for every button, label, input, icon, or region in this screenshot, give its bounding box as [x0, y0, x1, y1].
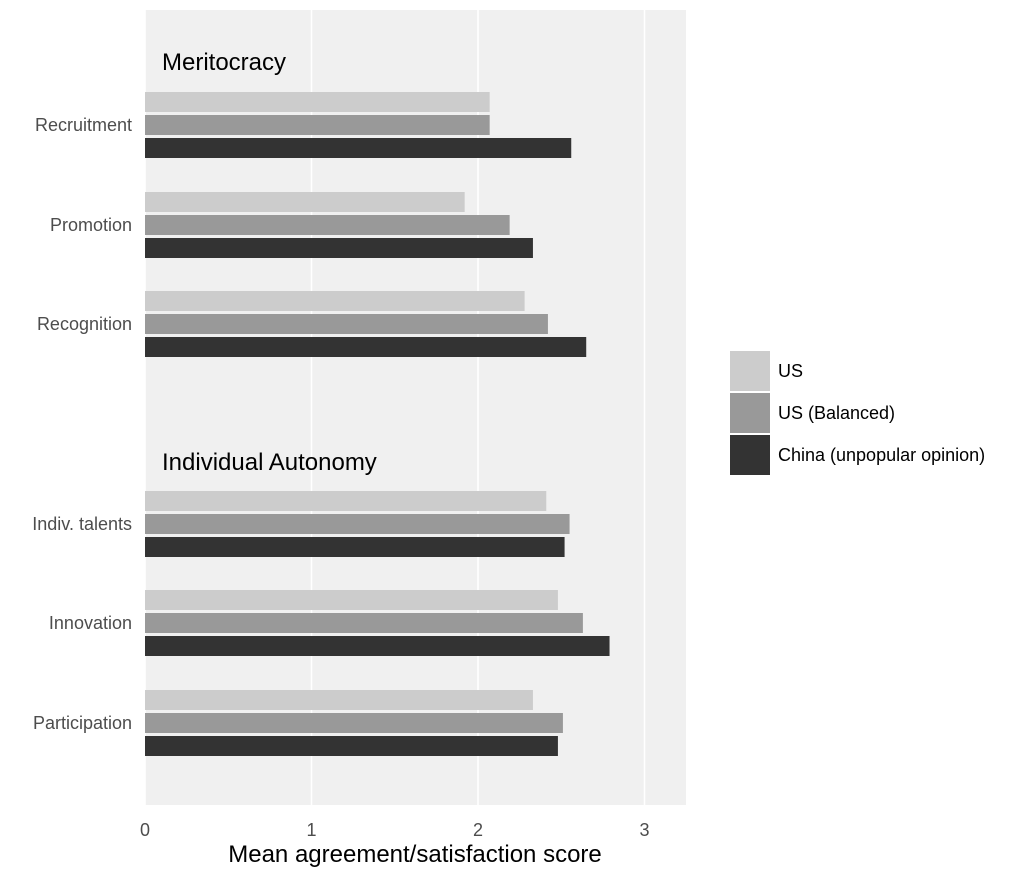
bar — [145, 690, 533, 710]
category-label: Recognition — [37, 314, 132, 334]
bar — [145, 736, 558, 756]
bar — [145, 337, 587, 357]
legend-swatch — [730, 393, 770, 433]
x-tick-label: 3 — [639, 820, 649, 840]
legend-swatch — [730, 351, 770, 391]
legend-swatch — [730, 435, 770, 475]
legend-label: China (unpopular opinion) — [778, 444, 986, 465]
group-label: Individual Autonomy — [162, 449, 377, 476]
legend-label: US — [778, 360, 804, 381]
bar — [145, 138, 572, 158]
bar — [145, 92, 490, 112]
bars — [145, 92, 610, 756]
x-tick-label: 2 — [473, 820, 483, 840]
bar — [145, 514, 570, 534]
category-labels: Recruitment Promotion Recognition Indiv. ta… — [32, 115, 132, 733]
bar — [145, 192, 465, 212]
group-label: Meritocracy — [162, 49, 286, 76]
bar — [145, 238, 533, 258]
x-tick-label: 0 — [140, 820, 150, 840]
bar — [145, 215, 510, 235]
legend-item: US (Balanced) — [730, 392, 985, 434]
bar — [145, 291, 525, 311]
bar — [145, 537, 565, 557]
bar — [145, 613, 583, 633]
bar — [145, 491, 547, 511]
category-label: Innovation — [49, 613, 132, 633]
x-tick-labels: 0 1 2 3 — [140, 820, 650, 840]
category-label: Indiv. talents — [32, 514, 132, 534]
category-label: Promotion — [50, 215, 132, 235]
category-label: Participation — [33, 713, 132, 733]
group-labels: Meritocracy Individual Autonomy — [162, 49, 377, 476]
bar — [145, 314, 548, 334]
legend-item: China (unpopular opinion) — [730, 434, 985, 476]
legend-label: US (Balanced) — [778, 402, 896, 423]
legend: US US (Balanced) China (unpopular opinion) — [730, 350, 985, 476]
bar — [145, 713, 563, 733]
category-label: Recruitment — [35, 115, 132, 135]
x-axis-title: Mean agreement/satisfaction score — [228, 841, 602, 868]
legend-item: US — [730, 350, 985, 392]
bar — [145, 636, 610, 656]
bar — [145, 115, 490, 135]
bar — [145, 590, 558, 610]
x-tick-label: 1 — [306, 820, 316, 840]
